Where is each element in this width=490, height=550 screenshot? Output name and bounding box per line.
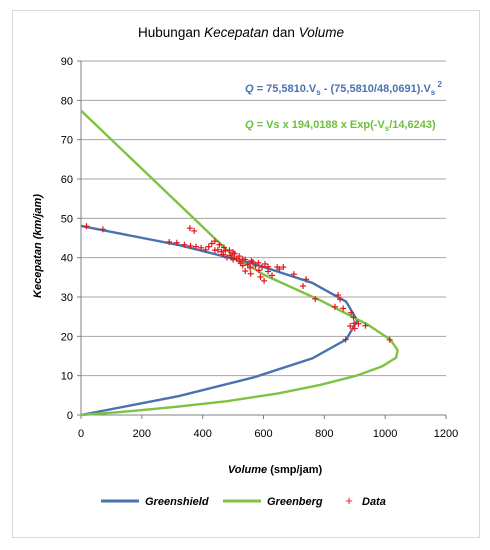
- equation-greenshield: Q = 75,5810.Vs - (75,5810/48,0691).Vs 2: [245, 80, 442, 97]
- x-axis-label: Volume (smp/jam): [228, 464, 323, 476]
- x-tick-label-800: 800: [315, 428, 333, 440]
- data-point: [181, 241, 188, 248]
- data-point: [247, 264, 254, 271]
- y-tick-label-50: 50: [61, 213, 73, 225]
- data-point: [280, 264, 287, 271]
- data-point: [276, 266, 283, 273]
- data-point: [173, 239, 180, 246]
- title-part-2: Kecepatan: [204, 25, 269, 40]
- data-point: [202, 246, 209, 253]
- x-tick-labels: 0 200 400 600 800 1000 1200: [78, 428, 458, 440]
- data-point: [230, 249, 237, 256]
- data-point: [255, 259, 262, 266]
- x-tick-label-1000: 1000: [373, 428, 397, 440]
- y-tick-label-80: 80: [61, 95, 73, 107]
- title-part-3: dan: [269, 25, 299, 40]
- data-point: [205, 243, 212, 250]
- data-point: [335, 292, 342, 299]
- data-point: [255, 267, 262, 274]
- data-point: [348, 309, 355, 316]
- data-point: [252, 262, 259, 269]
- data-point: [211, 238, 218, 245]
- data-point: [290, 271, 297, 278]
- x-tick-label-1200: 1200: [434, 428, 458, 440]
- gridlines: [81, 60, 446, 377]
- data-point: [355, 320, 362, 327]
- y-tick-label-10: 10: [61, 371, 73, 383]
- x-tick-label-400: 400: [193, 428, 211, 440]
- data-point: [342, 336, 349, 343]
- data-point: [347, 323, 354, 330]
- data-point: [340, 305, 347, 312]
- data-point: [198, 244, 205, 251]
- title-part-4: Volume: [299, 25, 344, 40]
- y-tick-label-20: 20: [61, 331, 73, 343]
- data-point: [269, 272, 276, 279]
- data-point: [226, 247, 233, 254]
- legend-data-marker: +: [345, 493, 353, 508]
- data-point: [186, 225, 193, 232]
- data-point: [99, 226, 106, 233]
- data-point: [257, 273, 264, 280]
- data-point: [362, 322, 369, 329]
- data-point: [303, 276, 310, 283]
- data-point: [228, 254, 235, 261]
- data-point: [220, 251, 227, 258]
- equation-greenberg: Q = Vs x 194,0188 x Exp(-Vs/14,6243): [245, 119, 436, 133]
- axes: [77, 60, 447, 419]
- data-point: [258, 264, 265, 271]
- y-tick-label-30: 30: [61, 292, 73, 304]
- data-point: [216, 241, 223, 248]
- x-tick-label-0: 0: [78, 428, 84, 440]
- data-point: [83, 223, 90, 230]
- y-tick-label-60: 60: [61, 174, 73, 186]
- data-point: [236, 253, 243, 260]
- x-tick-label-200: 200: [133, 428, 151, 440]
- chart-svg: Hubungan Kecepatan dan Volume 0 10 20 30 40 5…: [32, 25, 458, 508]
- legend: Greenshield Greenberg + Data: [101, 493, 386, 508]
- data-point: [242, 268, 249, 275]
- data-point: [247, 270, 254, 277]
- data-point: [351, 325, 358, 332]
- y-tick-label-90: 90: [61, 56, 73, 68]
- series-line-greenberg: [80, 109, 399, 417]
- data-point: [192, 243, 199, 250]
- data-point: [350, 314, 357, 321]
- data-point: [244, 261, 251, 268]
- data-point: [239, 256, 246, 263]
- data-points: [83, 223, 393, 343]
- data-point: [239, 262, 246, 269]
- y-tick-label-0: 0: [67, 410, 73, 422]
- data-point: [331, 303, 338, 310]
- legend-greenshield-label: Greenshield: [145, 496, 209, 508]
- y-axis-label: Kecepatan (km/jam): [32, 194, 44, 298]
- chart-title: Hubungan Kecepatan dan Volume: [138, 25, 344, 40]
- y-tick-label-40: 40: [61, 253, 73, 265]
- title-part-1: Hubungan: [138, 25, 204, 40]
- chart-frame: Hubungan Kecepatan dan Volume 0 10 20 30 40 5…: [12, 10, 480, 538]
- y-tick-labels: 0 10 20 30 40 50 60 70 80 90: [61, 56, 73, 422]
- data-point: [208, 240, 215, 247]
- data-point: [220, 244, 227, 251]
- data-point: [300, 282, 307, 289]
- data-point: [312, 295, 319, 302]
- y-tick-label-70: 70: [61, 135, 73, 147]
- data-point: [191, 227, 198, 234]
- data-point: [265, 263, 272, 270]
- data-point: [187, 242, 194, 249]
- data-point: [337, 296, 344, 303]
- data-point: [262, 260, 269, 267]
- data-point: [261, 277, 268, 284]
- legend-greenberg-label: Greenberg: [267, 496, 323, 508]
- data-point: [248, 257, 255, 264]
- data-point: [386, 336, 393, 343]
- legend-data-label: Data: [362, 496, 386, 508]
- data-point: [166, 238, 173, 245]
- x-tick-label-600: 600: [254, 428, 272, 440]
- data-point: [211, 247, 218, 254]
